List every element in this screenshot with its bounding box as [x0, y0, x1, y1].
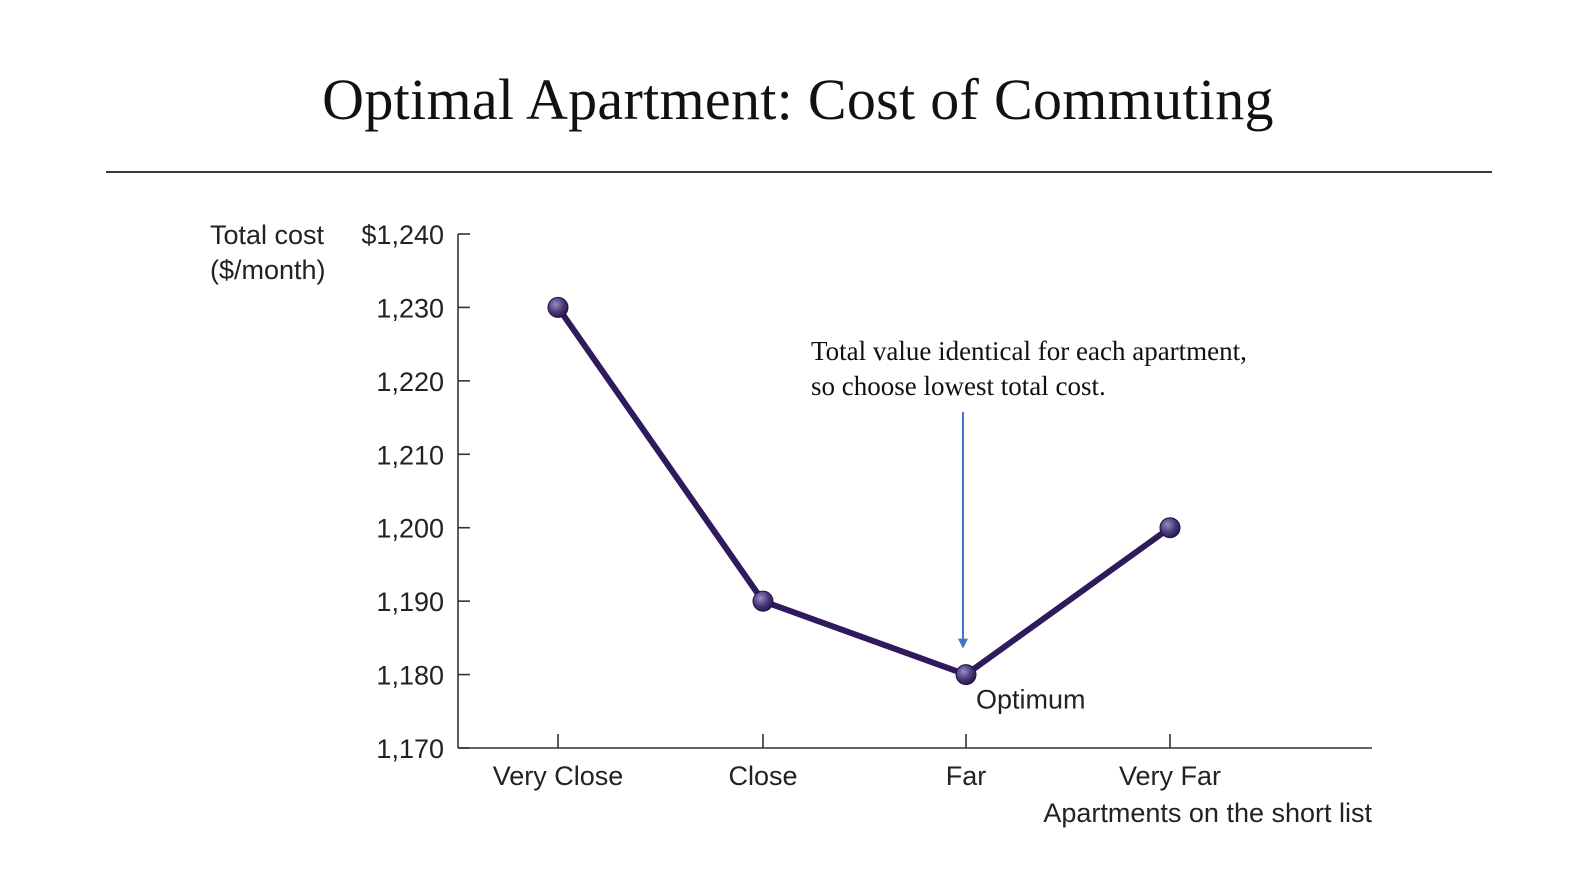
y-tick-label: 1,220 — [376, 367, 444, 397]
data-point-far — [955, 664, 977, 686]
slide-title: Optimal Apartment: Cost of Commuting — [322, 67, 1274, 132]
title-divider — [106, 171, 1492, 173]
annotation-note-line-2: so choose lowest total cost. — [811, 371, 1106, 401]
y-tick-label: 1,210 — [376, 440, 444, 470]
y-tick-label: $1,240 — [361, 220, 444, 250]
data-point-very-far — [1159, 517, 1181, 539]
y-tick-label: 1,200 — [376, 514, 444, 544]
series-markers — [547, 296, 1181, 686]
x-tick-label: Very Close — [493, 761, 624, 791]
series-line — [555, 304, 1173, 678]
x-tick-label: Far — [946, 761, 987, 791]
series-line-path — [555, 304, 1173, 678]
y-axis-label-line-1: Total cost — [210, 220, 325, 250]
y-ticks: 1,170 1,180 1,190 1,200 1,210 1,220 1,230 $1,24… — [361, 220, 470, 764]
data-point-close — [752, 590, 774, 612]
x-tick-label: Very Far — [1119, 761, 1221, 791]
data-point-very-close — [547, 296, 569, 318]
y-tick-label: 1,230 — [376, 293, 444, 323]
x-ticks: Very Close Close Far Very Far — [493, 734, 1221, 791]
annotations: Optimum — [958, 412, 1086, 715]
annotation-note-line-1: Total value identical for each apartment… — [811, 336, 1247, 366]
annotation-arrow-head — [958, 638, 968, 649]
y-tick-label: 1,190 — [376, 587, 444, 617]
y-tick-label: 1,180 — [376, 661, 444, 691]
y-axis-label-line-2: ($/month) — [210, 255, 326, 285]
optimum-label: Optimum — [976, 685, 1086, 715]
axes — [457, 234, 1372, 749]
x-axis-label: Apartments on the short list — [1043, 798, 1372, 828]
y-tick-label: 1,170 — [376, 734, 444, 764]
x-tick-label: Close — [728, 761, 797, 791]
